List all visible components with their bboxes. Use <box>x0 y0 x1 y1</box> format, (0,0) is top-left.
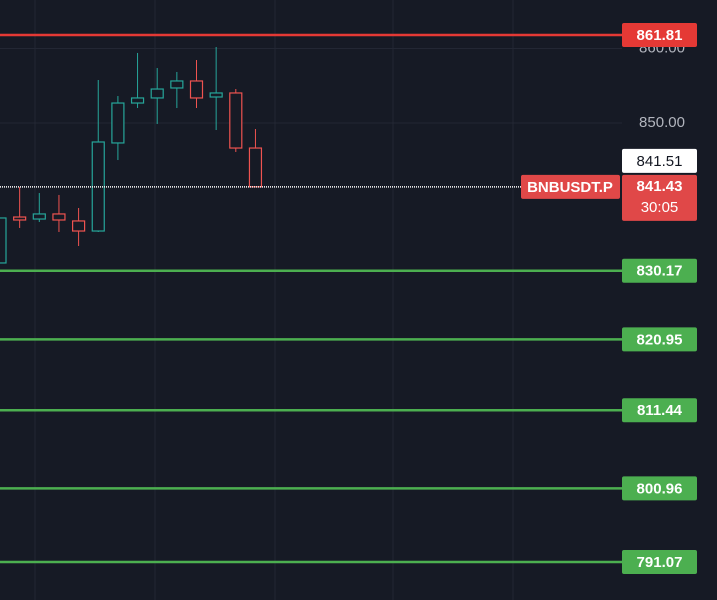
level-label: 830.17 <box>637 263 683 280</box>
y-tick-label: 850.00 <box>639 114 685 131</box>
candle-body <box>13 216 27 221</box>
level-label-bg <box>622 476 697 501</box>
other-price-label: 841.51 <box>637 153 683 170</box>
level-label-bg <box>622 23 697 48</box>
level-label: 791.07 <box>637 554 683 571</box>
countdown-label: 30:05 <box>641 199 679 216</box>
candle-body <box>52 213 66 221</box>
candle-body <box>189 80 204 99</box>
level-label: 820.95 <box>637 331 683 348</box>
candle-body <box>71 220 86 232</box>
level-label-bg <box>622 327 697 352</box>
candle-body <box>130 97 145 104</box>
level-label: 811.44 <box>637 402 683 419</box>
candle-body <box>209 92 223 98</box>
candle-body <box>150 88 164 99</box>
other-price-bg <box>622 148 697 173</box>
candle-body <box>170 80 184 89</box>
level-label: 861.81 <box>637 27 683 44</box>
symbol-label: BNBUSDT.P <box>527 179 613 196</box>
level-label: 800.96 <box>637 480 683 497</box>
candle-body <box>111 102 125 144</box>
symbol-label-bg <box>521 174 620 199</box>
current-price-bg <box>622 174 697 221</box>
candle-body <box>0 217 7 264</box>
level-label-bg <box>622 258 697 283</box>
level-label-bg <box>622 550 697 575</box>
current-price-label: 841.43 <box>637 178 683 195</box>
candle-body <box>248 147 263 188</box>
candle-body <box>32 213 46 220</box>
level-label-bg <box>622 398 697 423</box>
candle-body <box>229 92 243 149</box>
